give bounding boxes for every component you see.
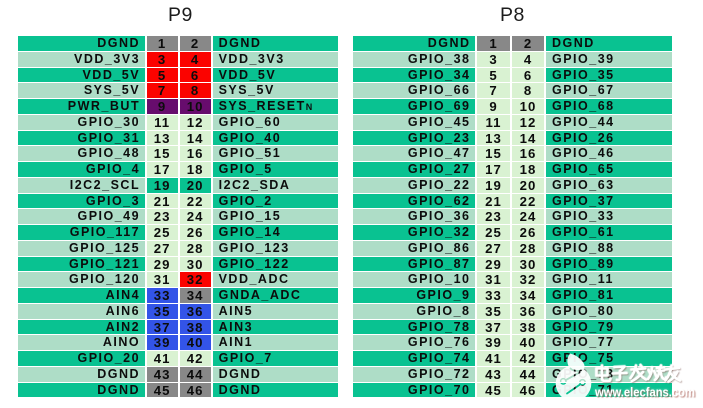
svg-text:www.elecfans.com: www.elecfans.com [595, 385, 696, 400]
svg-text:www.elecfans.com: www.elecfans.com [594, 384, 695, 399]
svg-text:www.elecfans.com: www.elecfans.com [594, 384, 695, 399]
